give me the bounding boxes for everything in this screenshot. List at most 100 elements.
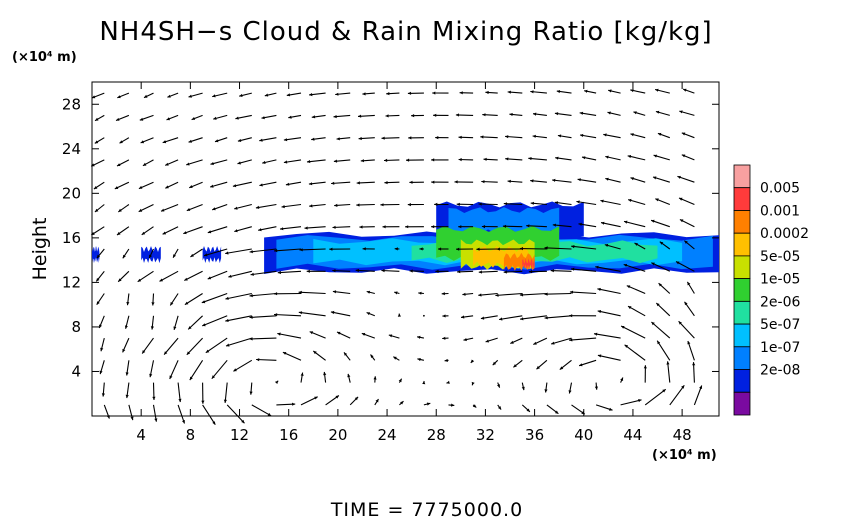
wind-vector-head: [471, 381, 475, 386]
wind-vector-head: [406, 158, 410, 162]
wind-vector-head: [481, 225, 486, 229]
wind-vector: [526, 224, 547, 228]
wind-vector: [418, 291, 424, 295]
wind-vector: [655, 110, 670, 116]
wind-vector-shaft: [495, 292, 523, 297]
wind-vector: [334, 203, 351, 207]
wind-vector-head: [559, 366, 564, 370]
wind-vector: [513, 359, 523, 368]
wind-vector: [620, 325, 646, 339]
wind-vector: [578, 222, 597, 228]
wind-vector-head: [149, 373, 153, 378]
wind-vector-head: [249, 391, 253, 395]
wind-vector-head: [595, 265, 599, 269]
wind-vector: [99, 360, 105, 375]
wind-vector: [300, 396, 318, 406]
x-tick-label: 28: [427, 426, 446, 444]
wind-vector: [552, 223, 572, 228]
wind-vector: [546, 404, 559, 415]
wind-vector-head: [555, 156, 559, 160]
wind-vector: [186, 203, 203, 212]
wind-vector: [94, 204, 105, 213]
wind-vector-head: [283, 160, 288, 164]
wind-vector-head: [495, 293, 499, 297]
wind-vector: [311, 114, 326, 119]
wind-vector: [417, 358, 425, 362]
wind-vector-head: [382, 225, 386, 229]
wind-vector: [281, 203, 302, 209]
wind-vector-head: [544, 246, 548, 250]
wind-vector-head: [306, 269, 310, 273]
wind-vector-head: [658, 283, 662, 287]
wind-vector: [203, 248, 228, 257]
colorbar-label: 0.0002: [760, 226, 809, 242]
wind-vector: [654, 88, 670, 94]
wind-vector: [399, 400, 404, 406]
colorbar-swatch: [733, 300, 751, 325]
wind-vector: [478, 292, 498, 297]
wind-vector-head: [677, 175, 681, 179]
wind-vector-shaft: [189, 360, 204, 381]
wind-vector-head: [159, 278, 163, 282]
wind-vector: [655, 302, 671, 317]
wind-vector-head: [462, 292, 466, 296]
wind-vector-head: [280, 227, 284, 231]
wind-vector-head: [262, 160, 266, 164]
wind-vector-head: [178, 398, 182, 403]
wind-vector-shaft: [623, 220, 646, 228]
wind-vector-head: [232, 184, 237, 188]
wind-vector-head: [141, 231, 146, 235]
wind-vector: [657, 132, 670, 139]
colorbar-swatch: [733, 323, 751, 348]
wind-vector: [119, 137, 130, 144]
wind-vector-head: [256, 358, 260, 362]
wind-vector-head: [681, 385, 685, 389]
wind-vector-shaft: [201, 315, 228, 327]
wind-vector: [431, 225, 449, 229]
wind-vector: [115, 114, 130, 122]
wind-vector: [627, 305, 646, 317]
wind-vector-head: [259, 138, 263, 142]
wind-vector: [495, 292, 523, 297]
wind-vector: [329, 247, 351, 251]
wind-vector-head: [213, 116, 217, 120]
wind-vector: [285, 181, 302, 186]
wind-vector: [162, 137, 179, 144]
wind-vector-head: [438, 247, 442, 251]
wind-vector-head: [485, 90, 489, 95]
wind-vector: [202, 404, 216, 425]
wind-vector-shaft: [577, 178, 597, 183]
wind-vector-shaft: [256, 358, 277, 361]
wind-vector: [644, 388, 667, 406]
x-tick-label: 40: [574, 426, 593, 444]
wind-vector: [492, 359, 499, 366]
wind-vector: [407, 91, 424, 95]
wind-vector: [114, 181, 130, 190]
wind-vector-shaft: [141, 337, 154, 354]
wind-vector: [96, 248, 105, 259]
wind-vector-shaft: [667, 361, 671, 383]
colorbar-swatch: [733, 210, 751, 234]
wind-vector: [544, 382, 548, 393]
wind-vector: [423, 314, 425, 317]
wind-vector: [336, 137, 351, 141]
wind-vector-head: [526, 408, 530, 412]
wind-vector: [470, 359, 474, 364]
wind-vector: [435, 269, 449, 273]
wind-vector-shaft: [282, 351, 302, 361]
wind-vector: [249, 337, 277, 341]
wind-vector-head: [188, 139, 192, 143]
wind-vector-shaft: [207, 270, 228, 280]
wind-vector-shaft: [249, 292, 277, 297]
wind-vector-head: [94, 208, 99, 212]
wind-vector: [478, 202, 498, 206]
wind-vector-head: [225, 251, 229, 255]
wind-vector: [456, 202, 474, 206]
wind-vector: [519, 292, 547, 297]
wind-vector-head: [431, 225, 435, 229]
wind-vector: [605, 177, 621, 183]
wind-vector: [584, 89, 597, 94]
wind-vector-head: [212, 207, 216, 211]
wind-vector: [480, 315, 498, 320]
